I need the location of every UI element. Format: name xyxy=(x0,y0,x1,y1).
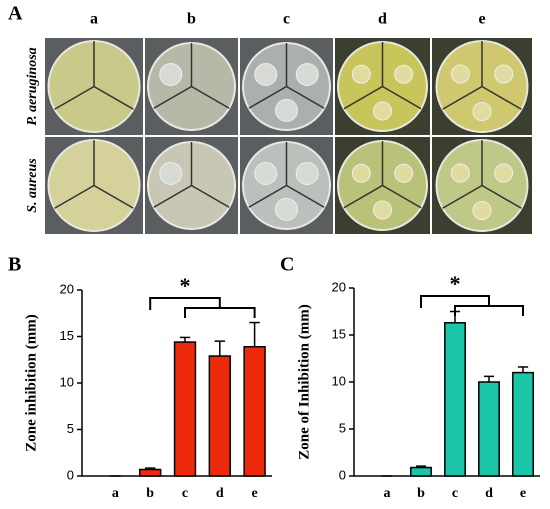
column-label: d xyxy=(378,11,387,28)
x-tick-label: d xyxy=(216,486,224,501)
inhibition-zone xyxy=(275,197,298,221)
error-bar xyxy=(517,366,529,373)
error-bar xyxy=(483,375,495,382)
inhibition-zone xyxy=(159,63,183,87)
x-tick-label: a xyxy=(384,486,391,501)
y-tick-label: 20 xyxy=(332,279,346,294)
panel-label: C xyxy=(280,254,294,276)
inhibition-zone xyxy=(351,64,371,84)
plate-divider xyxy=(248,184,287,208)
panel-label: A xyxy=(8,3,23,25)
inhibition-zone xyxy=(373,200,392,220)
x-tick-label: e xyxy=(251,486,257,501)
plate-divider xyxy=(286,184,325,208)
bar xyxy=(478,381,500,477)
plate-divider xyxy=(93,85,134,110)
inhibition-zone xyxy=(254,63,278,87)
bar xyxy=(173,341,197,477)
inhibition-zone xyxy=(394,163,414,183)
inhibition-zone xyxy=(450,163,470,183)
x-tick-label: b xyxy=(417,486,425,501)
plate-divider xyxy=(382,184,422,209)
y-axis-title: Zone inhibition (mm) xyxy=(23,314,39,452)
significance-bracket xyxy=(420,295,524,316)
x-tick-label: b xyxy=(146,486,154,501)
inhibition-zone xyxy=(159,162,183,186)
row-label: S. aureus xyxy=(25,158,40,213)
plate-divider xyxy=(54,184,95,209)
column-label: b xyxy=(187,11,196,28)
inhibition-zone xyxy=(275,98,298,122)
significance-bracket xyxy=(149,297,256,318)
plate-divider xyxy=(343,184,383,209)
error-bar xyxy=(214,340,226,357)
x-tick-label: c xyxy=(182,486,188,501)
y-axis-title: Zone of Inhibition (mm) xyxy=(296,304,312,459)
y-tick-label: 5 xyxy=(67,421,74,436)
plate-divider xyxy=(153,85,192,109)
inhibition-zone xyxy=(472,102,492,122)
plate-divider xyxy=(343,85,383,110)
y-tick-label: 20 xyxy=(60,281,74,296)
y-tick-label: 0 xyxy=(67,467,74,482)
x-tick-label: e xyxy=(520,486,526,501)
x-tick-label: c xyxy=(452,486,458,501)
error-bar xyxy=(144,467,156,470)
bar xyxy=(444,322,466,477)
plate-divider xyxy=(54,85,95,110)
significance-star: * xyxy=(180,273,191,298)
bar xyxy=(410,466,432,477)
plate-divider xyxy=(93,184,134,209)
column-label: a xyxy=(90,11,98,28)
x-tick-label: a xyxy=(112,486,119,501)
significance-star: * xyxy=(450,271,461,296)
plate-divider xyxy=(382,85,422,110)
bar xyxy=(139,468,162,477)
error-bar xyxy=(415,465,427,468)
y-tick-label: 5 xyxy=(339,420,346,435)
y-tick-label: 10 xyxy=(60,374,74,389)
panel-label: B xyxy=(8,254,21,276)
inhibition-zone xyxy=(295,63,319,87)
y-tick-label: 10 xyxy=(332,373,346,388)
inhibition-zone xyxy=(254,162,278,186)
plate-divider xyxy=(286,85,325,109)
inhibition-zone xyxy=(472,201,492,221)
error-bar xyxy=(179,336,191,343)
inhibition-zone xyxy=(295,162,319,186)
error-bar xyxy=(249,321,260,347)
column-label: e xyxy=(478,11,485,28)
y-tick-label: 0 xyxy=(339,467,346,482)
plate-divider xyxy=(442,85,483,110)
plate-divider xyxy=(191,85,230,109)
bar xyxy=(512,371,534,477)
inhibition-zone xyxy=(394,64,414,84)
inhibition-zone xyxy=(351,163,371,183)
y-tick-label: 15 xyxy=(60,328,74,343)
plate-divider xyxy=(442,184,483,209)
row-label: P. aeruginosa xyxy=(25,47,40,125)
column-label: c xyxy=(283,11,290,28)
plate-divider xyxy=(481,184,522,209)
inhibition-zone xyxy=(494,163,514,183)
x-tick-label: d xyxy=(485,486,493,501)
plate-divider xyxy=(153,184,192,208)
inhibition-zone xyxy=(450,64,470,84)
inhibition-zone xyxy=(373,101,392,121)
bar xyxy=(208,355,231,477)
bar xyxy=(243,345,266,477)
plate-divider xyxy=(481,85,522,110)
y-tick-label: 15 xyxy=(332,326,346,341)
inhibition-zone xyxy=(494,64,514,84)
plate-divider xyxy=(191,184,230,208)
plate-divider xyxy=(248,85,287,109)
